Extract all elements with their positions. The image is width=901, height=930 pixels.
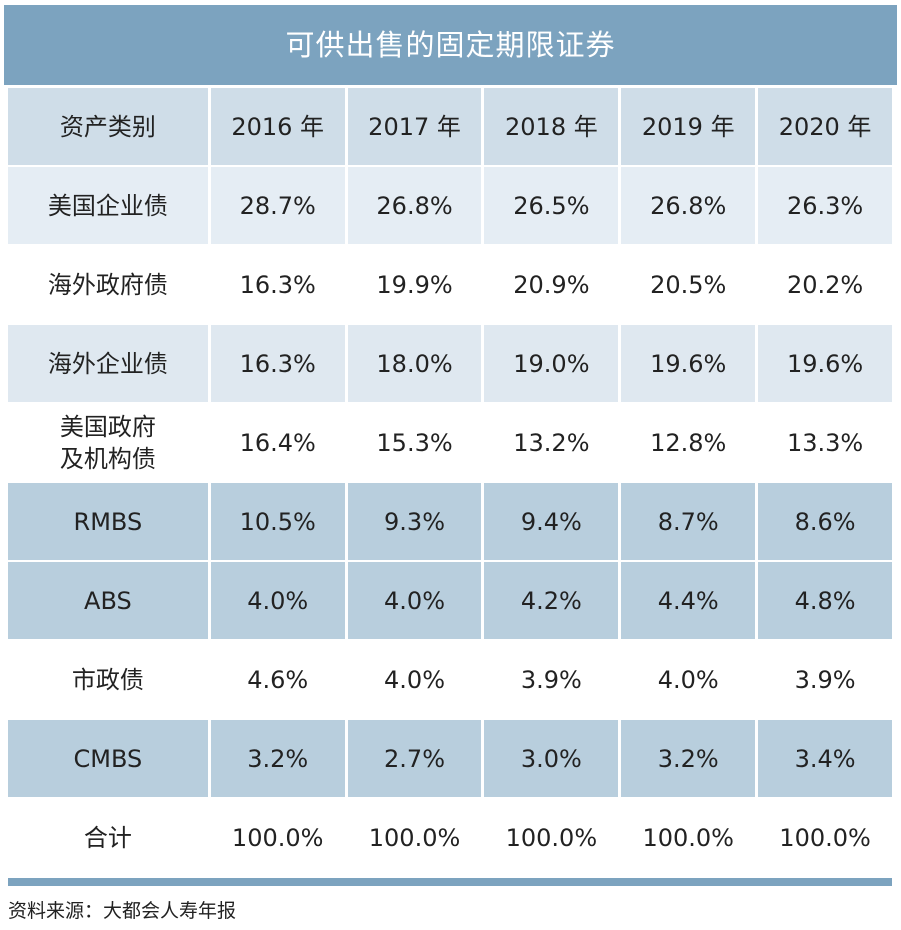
table-row: 海外政府债 16.3% 19.9% 20.9% 20.5% 20.2% xyxy=(8,246,892,323)
row-label: 海外政府债 xyxy=(8,246,208,323)
value-cell: 20.9% xyxy=(484,246,619,323)
bottom-bar xyxy=(8,878,892,886)
column-header: 资产类别 xyxy=(8,88,208,165)
row-label: 美国政府 及机构债 xyxy=(8,404,208,481)
value-cell: 26.5% xyxy=(484,167,619,244)
value-cell: 13.2% xyxy=(484,404,619,481)
value-cell: 18.0% xyxy=(347,325,482,402)
value-cell: 9.4% xyxy=(484,483,619,560)
column-header: 2018 年 xyxy=(484,88,619,165)
value-cell: 100.0% xyxy=(210,799,345,876)
value-cell: 19.6% xyxy=(621,325,756,402)
value-cell: 9.3% xyxy=(347,483,482,560)
value-cell: 13.3% xyxy=(758,404,892,481)
value-cell: 20.2% xyxy=(758,246,892,323)
value-cell: 19.0% xyxy=(484,325,619,402)
value-cell: 10.5% xyxy=(210,483,345,560)
column-header: 2019 年 xyxy=(621,88,756,165)
table-row: 美国政府 及机构债 16.4% 15.3% 13.2% 12.8% 13.3% xyxy=(8,404,892,481)
table-row: 美国企业债 28.7% 26.8% 26.5% 26.8% 26.3% xyxy=(8,167,892,244)
column-header: 2020 年 xyxy=(758,88,892,165)
value-cell: 15.3% xyxy=(347,404,482,481)
value-cell: 28.7% xyxy=(210,167,345,244)
value-cell: 16.4% xyxy=(210,404,345,481)
value-cell: 12.8% xyxy=(621,404,756,481)
value-cell: 4.0% xyxy=(210,562,345,639)
table-row: ABS 4.0% 4.0% 4.2% 4.4% 4.8% xyxy=(8,562,892,639)
value-cell: 4.6% xyxy=(210,641,345,718)
source-note: 资料来源：大都会人寿年报 xyxy=(8,900,237,922)
value-cell: 26.8% xyxy=(621,167,756,244)
header-row: 资产类别 2016 年 2017 年 2018 年 2019 年 2020 年 xyxy=(8,88,892,165)
table-title: 可供出售的固定期限证券 xyxy=(285,28,616,62)
value-cell: 8.7% xyxy=(621,483,756,560)
row-label: CMBS xyxy=(8,720,208,797)
value-cell: 20.5% xyxy=(621,246,756,323)
value-cell: 4.8% xyxy=(758,562,892,639)
value-cell: 100.0% xyxy=(758,799,892,876)
table-row: 合计 100.0% 100.0% 100.0% 100.0% 100.0% xyxy=(8,799,892,876)
column-header: 2017 年 xyxy=(347,88,482,165)
table-row: 海外企业债 16.3% 18.0% 19.0% 19.6% 19.6% xyxy=(8,325,892,402)
value-cell: 19.9% xyxy=(347,246,482,323)
value-cell: 2.7% xyxy=(347,720,482,797)
value-cell: 3.9% xyxy=(758,641,892,718)
table-row: RMBS 10.5% 9.3% 9.4% 8.7% 8.6% xyxy=(8,483,892,560)
value-cell: 4.4% xyxy=(621,562,756,639)
row-label: RMBS xyxy=(8,483,208,560)
title-bar xyxy=(4,5,897,85)
value-cell: 100.0% xyxy=(621,799,756,876)
table-row: 市政债 4.6% 4.0% 3.9% 4.0% 3.9% xyxy=(8,641,892,718)
top-notch xyxy=(276,0,630,7)
value-cell: 100.0% xyxy=(347,799,482,876)
row-label: 美国企业债 xyxy=(8,167,208,244)
value-cell: 4.0% xyxy=(347,641,482,718)
value-cell: 26.8% xyxy=(347,167,482,244)
table-row: CMBS 3.2% 2.7% 3.0% 3.2% 3.4% xyxy=(8,720,892,797)
value-cell: 16.3% xyxy=(210,325,345,402)
value-cell: 4.2% xyxy=(484,562,619,639)
value-cell: 4.0% xyxy=(347,562,482,639)
data-table: 资产类别 2016 年 2017 年 2018 年 2019 年 2020 年美国企业债 2… xyxy=(8,88,892,878)
value-cell: 3.2% xyxy=(621,720,756,797)
value-cell: 3.2% xyxy=(210,720,345,797)
row-label: 海外企业债 xyxy=(8,325,208,402)
value-cell: 16.3% xyxy=(210,246,345,323)
row-label: ABS xyxy=(8,562,208,639)
value-cell: 19.6% xyxy=(758,325,892,402)
value-cell: 4.0% xyxy=(621,641,756,718)
value-cell: 3.4% xyxy=(758,720,892,797)
row-label: 市政债 xyxy=(8,641,208,718)
value-cell: 8.6% xyxy=(758,483,892,560)
value-cell: 3.9% xyxy=(484,641,619,718)
value-cell: 3.0% xyxy=(484,720,619,797)
column-header: 2016 年 xyxy=(210,88,345,165)
value-cell: 100.0% xyxy=(484,799,619,876)
row-label: 合计 xyxy=(8,799,208,876)
value-cell: 26.3% xyxy=(758,167,892,244)
